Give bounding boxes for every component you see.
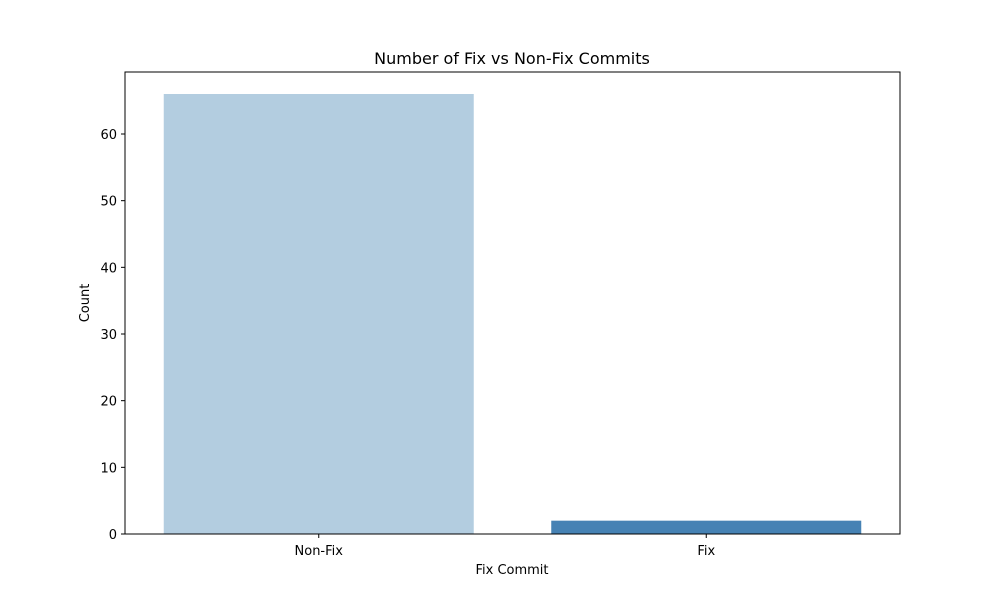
x-tick-label: Fix (697, 544, 715, 559)
y-tick-label: 30 (100, 328, 117, 343)
y-tick-label: 10 (100, 461, 117, 476)
bar-non-fix (163, 94, 474, 534)
y-tick-label: 50 (100, 195, 117, 210)
y-tick-label: 0 (109, 528, 117, 543)
y-tick-label: 60 (100, 128, 117, 143)
x-axis-ticks: Non-Fix Fix (295, 534, 715, 559)
x-tick-label: Non-Fix (295, 544, 344, 559)
y-tick-label: 20 (100, 395, 117, 410)
plot-frame (124, 71, 901, 535)
bars-group (163, 94, 862, 534)
bar-fix (551, 520, 862, 534)
chart-title: Number of Fix vs Non-Fix Commits (374, 49, 650, 68)
y-axis-label: Count (78, 284, 93, 323)
y-tick-label: 40 (100, 261, 117, 276)
y-axis-ticks: 0 10 20 30 40 50 60 (100, 128, 125, 543)
x-axis-label: Fix Commit (475, 563, 548, 578)
